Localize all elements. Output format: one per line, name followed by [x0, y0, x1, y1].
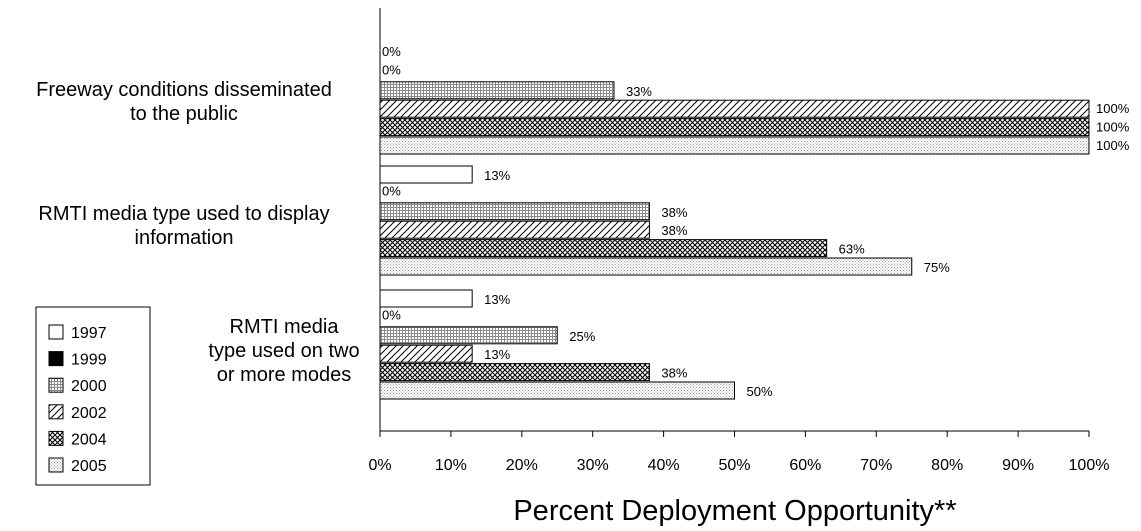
category-labels: Freeway conditions disseminated to the pu…	[36, 79, 359, 386]
data-label: 38%	[661, 223, 687, 238]
data-label: 0%	[382, 62, 401, 77]
data-label: 75%	[924, 260, 950, 275]
bar-2004	[379, 239, 828, 258]
data-label: 100%	[1096, 101, 1130, 116]
bars	[379, 81, 1090, 400]
legend-swatch-2004	[48, 430, 64, 446]
x-tick-label: 80%	[931, 457, 963, 474]
x-tick-label: 0%	[368, 457, 391, 474]
legend-swatch-2000	[48, 377, 64, 393]
data-label: 0%	[382, 183, 401, 198]
category-label: RMTI media type used on two or more modes	[208, 316, 359, 386]
bar-2002	[379, 344, 473, 363]
data-label: 38%	[661, 366, 687, 381]
data-label: 13%	[484, 168, 510, 183]
category-label: Freeway conditions disseminated to the pu…	[36, 79, 332, 125]
data-label: 33%	[626, 84, 652, 99]
category-label-line: or more modes	[217, 364, 352, 386]
bar-2004	[379, 363, 650, 382]
category-label: RMTI media type used to display informati…	[38, 203, 329, 249]
data-label: 100%	[1096, 120, 1130, 135]
category-label-line: RMTI media type used to display	[38, 203, 329, 225]
bar-2000	[379, 326, 558, 345]
x-axis-title: Percent Deployment Opportunity**	[513, 495, 956, 527]
legend-swatch-1999	[48, 351, 64, 367]
data-label: 63%	[839, 242, 865, 257]
legend-label: 2004	[71, 431, 107, 448]
data-label: 13%	[484, 292, 510, 307]
x-tick-label: 30%	[577, 457, 609, 474]
legend-label: 1997	[71, 325, 107, 342]
bar-2000	[379, 202, 650, 221]
data-label: 50%	[747, 384, 773, 399]
x-tick-label: 10%	[435, 457, 467, 474]
legend-swatch-1997	[48, 324, 64, 340]
legend: 1997 1999 2000 2002 2004 2005	[35, 306, 151, 486]
data-label: 0%	[382, 307, 401, 322]
data-label: 13%	[484, 347, 510, 362]
x-tick-label: 40%	[648, 457, 680, 474]
legend-label: 2000	[71, 378, 107, 395]
category-label-line: Freeway conditions disseminated	[36, 79, 332, 101]
legend-swatch-2002	[48, 404, 64, 420]
category-label-line: type used on two	[208, 340, 359, 362]
bar-2005	[379, 381, 735, 400]
x-tick-label: 20%	[506, 457, 538, 474]
data-label: 38%	[661, 205, 687, 220]
legend-swatch-2005	[48, 457, 64, 473]
bar-2002	[379, 99, 1090, 118]
x-tick-label: 70%	[860, 457, 892, 474]
legend-label: 2002	[71, 405, 107, 422]
x-tick-label: 60%	[789, 457, 821, 474]
bar-2000	[379, 81, 615, 100]
bar-2005	[379, 136, 1090, 155]
data-label: 25%	[569, 329, 595, 344]
bar-2004	[379, 118, 1090, 137]
data-label: 100%	[1096, 138, 1130, 153]
x-tick-label: 50%	[718, 457, 750, 474]
legend-label: 1999	[71, 352, 107, 369]
bar-2005	[379, 257, 913, 276]
data-label: 0%	[382, 44, 401, 59]
category-label-line: information	[135, 227, 234, 249]
category-label-line: to the public	[130, 103, 238, 125]
bar-1997	[379, 165, 473, 184]
x-tick-label: 90%	[1002, 457, 1034, 474]
data-labels: 0% 13% 13% 0% 0% 0% 33% 38% 25% 100% 38% 13% 100% 63%…	[382, 44, 1130, 399]
bar-2002	[379, 220, 650, 239]
x-tick-label: 100%	[1069, 457, 1110, 474]
category-label-line: RMTI media	[230, 316, 340, 338]
x-axis-ticks: 0% 10% 20% 30% 40% 50% 60% 70% 80% 90% 100%	[368, 431, 1109, 474]
bar-1997	[379, 289, 473, 308]
legend-label: 2005	[71, 458, 107, 475]
